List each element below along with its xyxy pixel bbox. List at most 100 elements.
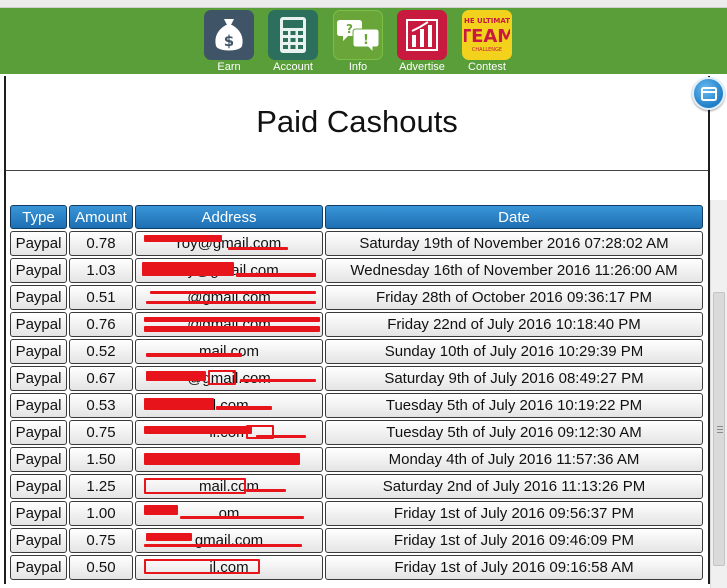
- cell-type: Paypal: [10, 555, 67, 580]
- redaction-mark: [144, 426, 252, 434]
- redaction-mark: [236, 273, 316, 277]
- cell-amount: 1.00: [69, 501, 133, 526]
- nav-item-contest[interactable]: THE ULTIMATE TEAM CHALLENGE Contest: [458, 10, 516, 73]
- title-divider: [6, 170, 708, 171]
- svg-text:?: ?: [346, 22, 353, 36]
- calculator-icon: [268, 10, 318, 60]
- redaction-mark: [228, 247, 288, 250]
- table-row: Paypal 0.50 il.com Friday 1st of July 2016 …: [10, 555, 703, 580]
- redaction-mark: [146, 353, 242, 357]
- scroll-grip-line: [717, 432, 723, 433]
- svg-text:THE ULTIMATE: THE ULTIMATE: [464, 17, 510, 25]
- cell-date: Tuesday 5th of July 2016 10:19:22 PM: [325, 393, 703, 418]
- cell-address: com: [135, 447, 323, 472]
- redaction-mark: [246, 425, 274, 439]
- address-text: om: [218, 505, 240, 522]
- cell-amount: 1.50: [69, 447, 133, 472]
- cell-type: Paypal: [10, 285, 67, 310]
- redaction-mark: [144, 326, 320, 332]
- table-row: Paypal 1.25 mail.com Saturday 2nd of July 2…: [10, 474, 703, 499]
- scroll-grip-line: [717, 429, 723, 430]
- cell-address: @gmail.com: [135, 285, 323, 310]
- redaction-mark: [180, 516, 304, 519]
- table-row: Paypal 0.51 @gmail.com Friday 28th of Octob…: [10, 285, 703, 310]
- cell-type: Paypal: [10, 447, 67, 472]
- cell-type: Paypal: [10, 312, 67, 337]
- table-row: Paypal 1.00 om Friday 1st of July 2016 09:5…: [10, 501, 703, 526]
- cashouts-table: Type Amount Address Date Paypal 0.78 roy@g…: [8, 203, 705, 582]
- nav-label-earn: Earn: [217, 61, 241, 73]
- cell-address: roy@gmail.com: [135, 231, 323, 256]
- redaction-mark: [144, 317, 320, 322]
- cell-amount: 0.52: [69, 339, 133, 364]
- window-toggle-button[interactable]: [692, 77, 725, 110]
- header-address: Address: [135, 205, 323, 229]
- redaction-mark: [144, 398, 214, 410]
- redaction-mark: [144, 505, 178, 515]
- cell-amount: 0.75: [69, 528, 133, 553]
- redaction-mark: [144, 453, 300, 465]
- cell-amount: 0.78: [69, 231, 133, 256]
- nav-label-advertise: Advertise: [399, 61, 445, 73]
- cell-type: Paypal: [10, 420, 67, 445]
- cell-type: Paypal: [10, 501, 67, 526]
- table-row: Paypal 0.76 @gmail.com Friday 22nd of July …: [10, 312, 703, 337]
- cell-amount: 0.67: [69, 366, 133, 391]
- nav-item-account[interactable]: Account: [264, 10, 322, 73]
- redaction-mark: [216, 406, 272, 410]
- cell-date: Saturday 2nd of July 2016 11:13:26 PM: [325, 474, 703, 499]
- bar-chart-icon: [397, 10, 447, 60]
- cell-date: Friday 1st of July 2016 09:56:37 PM: [325, 501, 703, 526]
- nav-label-contest: Contest: [468, 61, 506, 73]
- table-row: Paypal 0.75 gmail.com Friday 1st of July 20…: [10, 528, 703, 553]
- table-header-row: Type Amount Address Date: [10, 205, 703, 229]
- redaction-mark: [142, 262, 234, 276]
- scroll-grip-line: [717, 426, 723, 427]
- cell-type: Paypal: [10, 474, 67, 499]
- cell-amount: 0.50: [69, 555, 133, 580]
- cell-amount: 1.25: [69, 474, 133, 499]
- redaction-mark: [208, 370, 236, 385]
- cell-amount: 0.75: [69, 420, 133, 445]
- scrollbar[interactable]: [710, 200, 727, 588]
- svg-text:TEAM: TEAM: [464, 26, 510, 47]
- address-text: mail.com: [198, 343, 259, 360]
- cell-type: Paypal: [10, 393, 67, 418]
- redaction-mark: [144, 478, 246, 494]
- header-type: Type: [10, 205, 67, 229]
- redaction-mark: [144, 544, 302, 547]
- cell-address: oy@gmail.com: [135, 258, 323, 283]
- nav-item-advertise[interactable]: Advertise: [393, 10, 451, 73]
- nav-item-earn[interactable]: $ Earn: [200, 10, 258, 73]
- cell-type: Paypal: [10, 528, 67, 553]
- nav-item-info[interactable]: ? ! Info: [329, 10, 387, 73]
- nav-label-account: Account: [273, 61, 313, 73]
- cell-address: @gmail.com: [135, 312, 323, 337]
- frame-left-border: [4, 76, 6, 584]
- cell-amount: 0.76: [69, 312, 133, 337]
- table-row: Paypal 0.67 @gmail.com Saturday 9th of July…: [10, 366, 703, 391]
- scrollbar-thumb[interactable]: [713, 292, 725, 566]
- frame-right-border: [708, 76, 710, 584]
- cell-type: Paypal: [10, 258, 67, 283]
- header-amount: Amount: [69, 205, 133, 229]
- cell-address: @gmail.com: [135, 366, 323, 391]
- window-icon: [700, 86, 717, 101]
- redaction-mark: [246, 489, 286, 492]
- cell-address: om: [135, 501, 323, 526]
- cell-date: Tuesday 5th of July 2016 09:12:30 AM: [325, 420, 703, 445]
- cell-date: Friday 28th of October 2016 09:36:17 PM: [325, 285, 703, 310]
- money-bag-icon: $: [204, 10, 254, 60]
- nav-label-info: Info: [348, 61, 368, 73]
- cell-type: Paypal: [10, 339, 67, 364]
- redaction-mark: [146, 371, 206, 381]
- address-text: il.com: [209, 559, 249, 576]
- window-top-strip: [0, 0, 727, 8]
- svg-text:!: !: [363, 33, 369, 48]
- address-text: mail.com: [198, 478, 259, 495]
- cell-address: il.com: [135, 393, 323, 418]
- redaction-mark: [256, 435, 306, 438]
